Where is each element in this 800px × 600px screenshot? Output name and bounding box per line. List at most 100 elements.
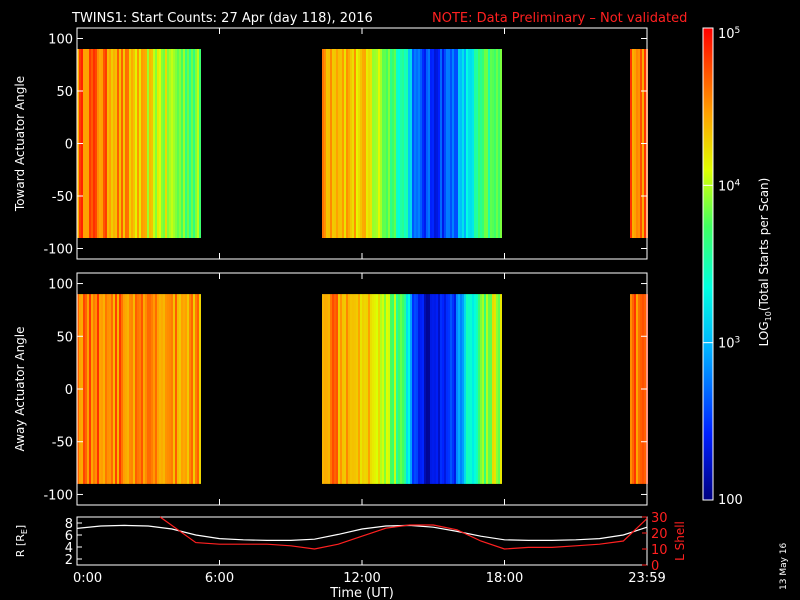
heatmap-cell: [149, 49, 151, 238]
heatmap-cell: [630, 294, 632, 484]
heatmap-cell: [145, 49, 147, 238]
heatmap-cell: [169, 49, 171, 238]
heatmap-cell: [400, 49, 402, 238]
heatmap-cell: [324, 49, 326, 238]
heatmap-cell: [332, 49, 334, 238]
heatmap-cell: [362, 294, 364, 484]
heatmap-cell: [185, 49, 187, 238]
heatmap-cell: [444, 49, 446, 238]
heatmap-cell: [83, 294, 85, 484]
heatmap-cell: [119, 294, 121, 484]
heatmap-cell: [422, 294, 424, 484]
heatmap-cell: [139, 49, 141, 238]
heatmap-cell: [352, 294, 354, 484]
heatmap-cell: [634, 49, 636, 238]
y-tick-label: 50: [56, 85, 73, 100]
heatmap-cell: [115, 294, 117, 484]
heatmap-cell: [328, 294, 330, 484]
l-shell-axis-label: L Shell: [673, 521, 687, 561]
heatmap-cell: [127, 49, 129, 238]
heatmap-cell: [490, 49, 492, 238]
heatmap-cell: [195, 49, 197, 238]
heatmap-cell: [87, 49, 89, 238]
heatmap-cell: [468, 294, 470, 484]
heatmap-cell: [412, 49, 414, 238]
heatmap-cell: [129, 294, 131, 484]
l-shell-tick-label: 0: [651, 559, 659, 574]
toward-ylabel: Toward Actuator Angle: [13, 76, 27, 212]
heatmap-cell: [450, 49, 452, 238]
heatmap-cell: [384, 49, 386, 238]
ephemeris-frame: [76, 516, 648, 566]
heatmap-cell: [484, 49, 486, 238]
r-axis-label: R [RE]: [14, 525, 29, 557]
heatmap-cell: [324, 294, 326, 484]
colorbar-tick-label: 104: [718, 178, 741, 194]
heatmap-cell: [159, 49, 161, 238]
heatmap-cell: [410, 294, 412, 484]
y-tick-label: 100: [48, 33, 73, 48]
heatmap-cell: [362, 49, 364, 238]
y-tick-label: -100: [43, 488, 73, 503]
heatmap-cell: [420, 49, 422, 238]
heatmap-cell: [416, 294, 418, 484]
heatmap-cell: [484, 294, 486, 484]
heatmap-cell: [380, 294, 382, 484]
colorbar-label-main: LOG: [757, 321, 771, 346]
heatmap-cell: [137, 294, 139, 484]
heatmap-cell: [358, 294, 360, 484]
heatmap-cell: [360, 49, 362, 238]
r-axis-label-main: R [R: [14, 534, 27, 557]
heatmap-cell: [169, 294, 171, 484]
heatmap-cell: [173, 294, 175, 484]
heatmap-cell: [498, 49, 500, 238]
y-tick-label: 50: [56, 330, 73, 345]
colorbar-tick-base: 10: [718, 27, 735, 42]
heatmap-cell: [406, 294, 408, 484]
heatmap-cell: [458, 294, 460, 484]
heatmap-cell: [181, 294, 183, 484]
heatmap-cell: [436, 49, 438, 238]
y-tick-label: 0: [65, 383, 73, 398]
colorbar-label-rest: (Total Starts per Scan): [757, 178, 771, 312]
heatmap-cell: [336, 49, 338, 238]
colorbar-tick-label: 100: [718, 493, 743, 508]
heatmap-cell: [183, 294, 185, 484]
heatmap-cell: [89, 49, 91, 238]
heatmap-cell: [414, 49, 416, 238]
heatmap-cell: [360, 294, 362, 484]
heatmap-cell: [95, 294, 97, 484]
heatmap-cell: [322, 294, 324, 484]
heatmap-cell: [91, 49, 93, 238]
heatmap-cell: [111, 294, 113, 484]
heatmap-cell: [135, 294, 137, 484]
heatmap-cell: [105, 49, 107, 238]
heatmap-cell: [356, 294, 358, 484]
colorbar-tick-exp: 5: [735, 26, 741, 36]
heatmap-cell: [141, 49, 143, 238]
heatmap-cell: [496, 49, 498, 238]
heatmap-cell: [187, 294, 189, 484]
heatmap-cell: [492, 294, 494, 484]
heatmap-cell: [476, 294, 478, 484]
heatmap-cell: [386, 294, 388, 484]
heatmap-cell: [101, 294, 103, 484]
heatmap-cell: [193, 294, 195, 484]
heatmap-cell: [460, 49, 462, 238]
x-tick-label: 0:00: [73, 571, 102, 586]
heatmap-cell: [350, 49, 352, 238]
r-axis-label-sub: E: [20, 529, 29, 534]
heatmap-cell: [490, 294, 492, 484]
r-tick-label: 2: [65, 553, 73, 568]
heatmap-cell: [388, 294, 390, 484]
y-tick-label: 100: [48, 278, 73, 293]
heatmap-cell: [181, 49, 183, 238]
heatmap-cell: [634, 294, 636, 484]
heatmap-cell: [91, 294, 93, 484]
heatmap-cell: [346, 294, 348, 484]
heatmap-cell: [121, 294, 123, 484]
heatmap-cell: [464, 294, 466, 484]
l-shell-tick-label: 20: [651, 527, 668, 542]
heatmap-cell: [145, 294, 147, 484]
heatmap-cell: [374, 294, 376, 484]
